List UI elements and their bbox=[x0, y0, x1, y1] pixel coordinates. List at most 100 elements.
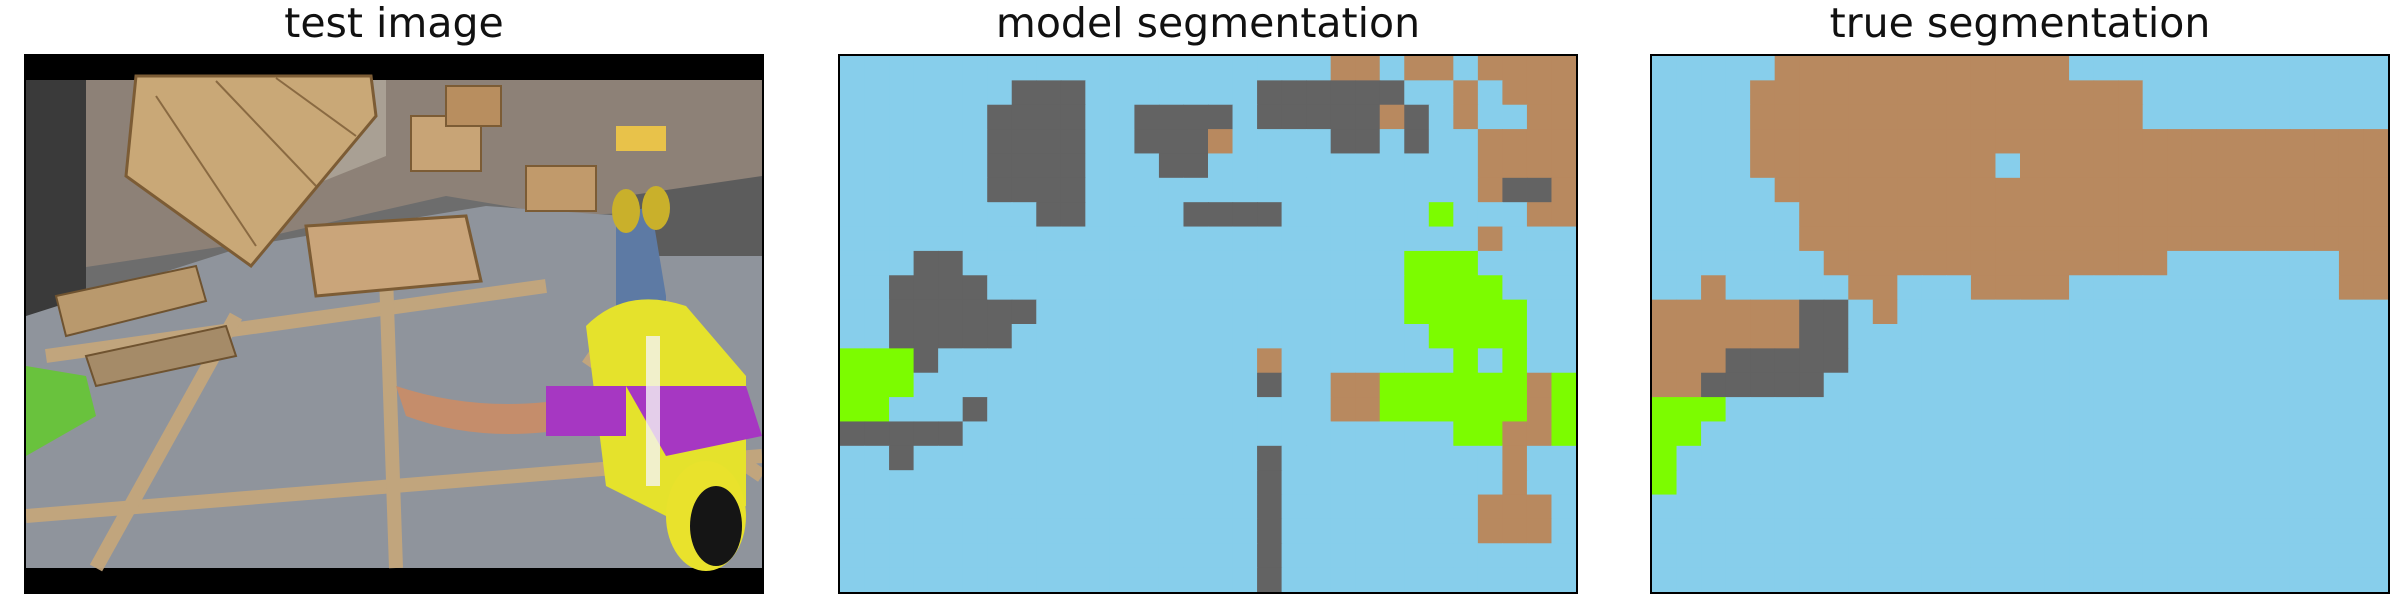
model-segmentation-cell bbox=[1551, 324, 1576, 349]
model-segmentation-cell bbox=[1134, 129, 1160, 155]
model-segmentation-cell bbox=[1232, 518, 1258, 544]
true-segmentation-cell bbox=[1897, 324, 1923, 349]
model-segmentation-cell bbox=[1158, 421, 1185, 447]
model-segmentation-cell bbox=[913, 348, 939, 374]
model-segmentation-cell bbox=[1011, 348, 1037, 374]
model-segmentation-cell bbox=[1232, 421, 1258, 447]
model-segmentation-cell bbox=[1404, 518, 1430, 544]
true-segmentation-cell bbox=[2093, 543, 2119, 569]
true-segmentation-cell bbox=[2142, 250, 2168, 276]
model-segmentation-cell bbox=[987, 104, 1013, 130]
model-segmentation-cell bbox=[1306, 129, 1332, 155]
true-segmentation-cell bbox=[1970, 324, 1997, 349]
model-segmentation-cell bbox=[864, 275, 890, 301]
model-segmentation-cell bbox=[1036, 445, 1062, 471]
true-segmentation-cell bbox=[1725, 80, 1751, 106]
model-segmentation-cell bbox=[1232, 397, 1258, 423]
true-segmentation-cell bbox=[1725, 226, 1751, 252]
model-segmentation-cell bbox=[889, 153, 915, 179]
true-segmentation-cell bbox=[2314, 177, 2340, 203]
model-segmentation-cell bbox=[1158, 518, 1185, 544]
model-segmentation-cell bbox=[1502, 275, 1528, 301]
true-segmentation-cell bbox=[2265, 250, 2291, 276]
model-segmentation-cell bbox=[1281, 470, 1307, 496]
model-segmentation-cell bbox=[1306, 275, 1332, 301]
model-segmentation-cell bbox=[987, 397, 1013, 423]
true-segmentation-cell bbox=[2191, 104, 2217, 130]
true-segmentation-cell bbox=[2020, 299, 2046, 325]
true-segmentation-cell bbox=[1897, 494, 1923, 520]
model-segmentation-cell bbox=[987, 129, 1013, 155]
true-segmentation-cell bbox=[2191, 470, 2217, 496]
true-segmentation-cell bbox=[2265, 445, 2291, 471]
true-segmentation-cell bbox=[2044, 543, 2070, 569]
true-segmentation-cell bbox=[1750, 226, 1776, 252]
model-segmentation-cell bbox=[1109, 494, 1135, 520]
model-segmentation-cell bbox=[1257, 177, 1283, 203]
model-segmentation-cell bbox=[889, 372, 915, 398]
true-segmentation-cell bbox=[2314, 324, 2340, 349]
true-segmentation-cell bbox=[1946, 470, 1972, 496]
model-segmentation-cell bbox=[1453, 324, 1479, 349]
model-segmentation-cell bbox=[1355, 567, 1381, 592]
true-segmentation-cell bbox=[1799, 104, 1825, 130]
true-segmentation-cell bbox=[1799, 129, 1825, 155]
true-segmentation-cell bbox=[1799, 348, 1825, 374]
true-segmentation-cell bbox=[1823, 470, 1849, 496]
true-segmentation-cell bbox=[1921, 372, 1947, 398]
model-segmentation-cell bbox=[987, 226, 1013, 252]
model-segmentation-cell bbox=[1060, 494, 1086, 520]
model-segmentation-cell bbox=[1183, 177, 1209, 203]
true-segmentation-cell bbox=[2167, 129, 2193, 155]
model-segmentation-cell bbox=[889, 494, 915, 520]
true-segmentation-cell bbox=[2216, 543, 2242, 569]
true-segmentation-cell bbox=[2118, 104, 2144, 130]
model-segmentation-cell bbox=[913, 299, 939, 325]
model-segmentation-cell bbox=[1330, 250, 1356, 276]
true-segmentation-cell bbox=[2093, 299, 2119, 325]
model-segmentation-cell bbox=[1085, 397, 1111, 423]
model-segmentation-cell bbox=[1330, 397, 1356, 423]
true-segmentation-cell bbox=[1946, 104, 1972, 130]
model-segmentation-cell bbox=[1158, 470, 1185, 496]
model-segmentation-cell bbox=[1109, 226, 1135, 252]
model-segmentation-cell bbox=[1183, 56, 1209, 81]
model-segmentation-cell bbox=[1306, 397, 1332, 423]
model-segmentation-cell bbox=[1183, 372, 1209, 398]
true-segmentation-cell bbox=[2363, 518, 2388, 544]
model-segmentation-cell bbox=[1208, 80, 1234, 106]
true-segmentation-cell bbox=[2044, 153, 2070, 179]
true-segmentation-cell bbox=[1897, 153, 1923, 179]
model-segmentation-cell bbox=[1404, 372, 1430, 398]
true-segmentation-cell bbox=[2044, 567, 2070, 592]
model-segmentation-cell bbox=[1355, 129, 1381, 155]
model-segmentation-cell bbox=[1379, 567, 1405, 592]
true-segmentation-cell bbox=[1921, 275, 1947, 301]
true-segmentation-cell bbox=[1701, 104, 1727, 130]
true-segmentation-cell bbox=[1774, 445, 1800, 471]
model-segmentation-cell bbox=[1502, 56, 1528, 81]
model-segmentation-cell bbox=[889, 56, 915, 81]
model-segmentation-cell bbox=[1428, 80, 1454, 106]
model-segmentation-cell bbox=[1404, 177, 1430, 203]
true-segmentation-cell bbox=[1652, 202, 1678, 228]
true-segmentation-cell bbox=[1970, 153, 1997, 179]
true-segmentation-cell bbox=[1872, 56, 1898, 81]
true-segmentation-cell bbox=[1970, 397, 1997, 423]
model-segmentation-cell bbox=[1011, 372, 1037, 398]
model-segmentation-cell bbox=[1379, 470, 1405, 496]
model-segmentation-cell bbox=[1477, 421, 1503, 447]
model-segmentation-cell bbox=[1281, 397, 1307, 423]
model-segmentation-cell bbox=[1257, 250, 1283, 276]
model-segmentation-cell bbox=[962, 153, 988, 179]
model-segmentation-cell bbox=[1281, 153, 1307, 179]
model-segmentation-cell bbox=[913, 518, 939, 544]
model-segmentation-cell bbox=[1257, 470, 1283, 496]
model-segmentation-cell bbox=[1109, 129, 1135, 155]
true-segmentation-cell bbox=[1750, 372, 1776, 398]
model-segmentation-cell bbox=[1477, 567, 1503, 592]
model-segmentation-cell bbox=[1428, 494, 1454, 520]
true-segmentation-cell bbox=[1897, 372, 1923, 398]
true-segmentation-cell bbox=[2167, 80, 2193, 106]
true-segmentation-cell bbox=[1799, 299, 1825, 325]
